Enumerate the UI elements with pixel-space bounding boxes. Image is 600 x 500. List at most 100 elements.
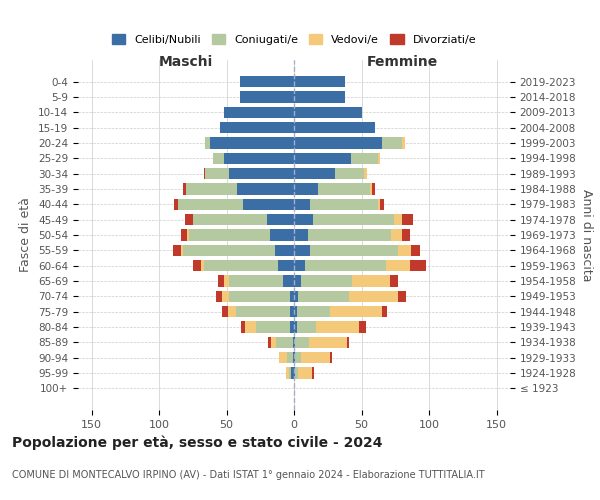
Bar bbox=[294, 244, 398, 256]
Bar bbox=[294, 336, 349, 348]
Y-axis label: Fasce di età: Fasce di età bbox=[19, 198, 32, 272]
Bar bbox=[186, 183, 294, 194]
Bar bbox=[185, 214, 294, 226]
Bar bbox=[294, 290, 406, 302]
Bar bbox=[294, 168, 335, 179]
Bar bbox=[294, 260, 427, 272]
Text: COMUNE DI MONTECALVO IRPINO (AV) - Dati ISTAT 1° gennaio 2024 - Elaborazione TUT: COMUNE DI MONTECALVO IRPINO (AV) - Dati … bbox=[12, 470, 485, 480]
Text: Femmine: Femmine bbox=[367, 56, 437, 70]
Bar bbox=[294, 322, 365, 333]
Bar bbox=[294, 183, 319, 194]
Bar bbox=[223, 306, 294, 318]
Bar bbox=[294, 244, 310, 256]
Bar bbox=[229, 290, 294, 302]
Bar bbox=[294, 229, 391, 241]
Bar bbox=[178, 198, 294, 210]
Bar bbox=[294, 91, 346, 102]
Bar bbox=[294, 76, 346, 88]
Bar bbox=[294, 152, 350, 164]
Bar bbox=[240, 76, 294, 88]
Bar bbox=[187, 229, 294, 241]
Bar bbox=[294, 322, 296, 333]
Bar bbox=[283, 276, 294, 287]
Bar bbox=[294, 336, 309, 348]
Bar bbox=[220, 122, 294, 134]
Bar bbox=[294, 322, 316, 333]
Bar bbox=[294, 229, 402, 241]
Bar bbox=[224, 106, 294, 118]
Bar bbox=[294, 244, 412, 256]
Bar bbox=[279, 352, 294, 364]
Bar bbox=[293, 336, 294, 348]
Bar bbox=[213, 152, 294, 164]
Bar bbox=[183, 244, 294, 256]
Bar bbox=[181, 244, 294, 256]
Bar bbox=[193, 214, 294, 226]
Bar bbox=[205, 137, 294, 148]
Bar bbox=[294, 91, 346, 102]
Bar bbox=[205, 137, 294, 148]
Bar bbox=[294, 352, 295, 364]
Bar bbox=[294, 214, 313, 226]
Bar bbox=[294, 336, 295, 348]
Bar bbox=[294, 122, 375, 134]
Bar bbox=[240, 76, 294, 88]
Bar bbox=[294, 198, 380, 210]
Bar bbox=[277, 336, 294, 348]
Bar bbox=[294, 198, 310, 210]
Bar bbox=[294, 368, 298, 379]
Bar bbox=[294, 168, 367, 179]
Bar bbox=[186, 183, 294, 194]
Text: Maschi: Maschi bbox=[159, 56, 213, 70]
Bar bbox=[294, 122, 375, 134]
Bar bbox=[294, 152, 380, 164]
Bar bbox=[240, 91, 294, 102]
Bar bbox=[229, 276, 294, 287]
Bar bbox=[178, 198, 294, 210]
Bar bbox=[294, 183, 370, 194]
Bar bbox=[181, 229, 294, 241]
Bar bbox=[224, 106, 294, 118]
Bar bbox=[294, 198, 378, 210]
Bar bbox=[245, 322, 294, 333]
Bar bbox=[294, 152, 380, 164]
Bar bbox=[294, 168, 367, 179]
Bar bbox=[294, 260, 305, 272]
Bar bbox=[216, 290, 294, 302]
Bar bbox=[294, 137, 405, 148]
Bar bbox=[205, 168, 294, 179]
Bar bbox=[205, 168, 294, 179]
Bar bbox=[292, 368, 294, 379]
Bar bbox=[228, 306, 294, 318]
Bar bbox=[294, 276, 301, 287]
Bar bbox=[294, 352, 331, 364]
Bar bbox=[294, 229, 308, 241]
Bar bbox=[294, 106, 361, 118]
Bar bbox=[290, 322, 294, 333]
Bar bbox=[236, 306, 294, 318]
Bar bbox=[240, 76, 294, 88]
Bar bbox=[294, 322, 359, 333]
Bar bbox=[173, 244, 294, 256]
Bar bbox=[294, 306, 296, 318]
Legend: Celibi/Nubili, Coniugati/e, Vedovi/e, Divorziati/e: Celibi/Nubili, Coniugati/e, Vedovi/e, Di… bbox=[109, 30, 479, 48]
Bar bbox=[240, 91, 294, 102]
Bar bbox=[290, 306, 294, 318]
Bar bbox=[286, 368, 294, 379]
Bar bbox=[294, 168, 364, 179]
Bar bbox=[220, 122, 294, 134]
Bar bbox=[294, 260, 410, 272]
Bar bbox=[210, 137, 294, 148]
Bar bbox=[240, 91, 294, 102]
Bar bbox=[294, 290, 298, 302]
Bar bbox=[220, 122, 294, 134]
Bar bbox=[294, 122, 375, 134]
Bar bbox=[294, 290, 349, 302]
Bar bbox=[271, 336, 294, 348]
Bar bbox=[224, 276, 294, 287]
Bar bbox=[224, 106, 294, 118]
Bar bbox=[289, 368, 294, 379]
Bar bbox=[294, 106, 361, 118]
Bar bbox=[286, 368, 294, 379]
Bar bbox=[213, 152, 294, 164]
